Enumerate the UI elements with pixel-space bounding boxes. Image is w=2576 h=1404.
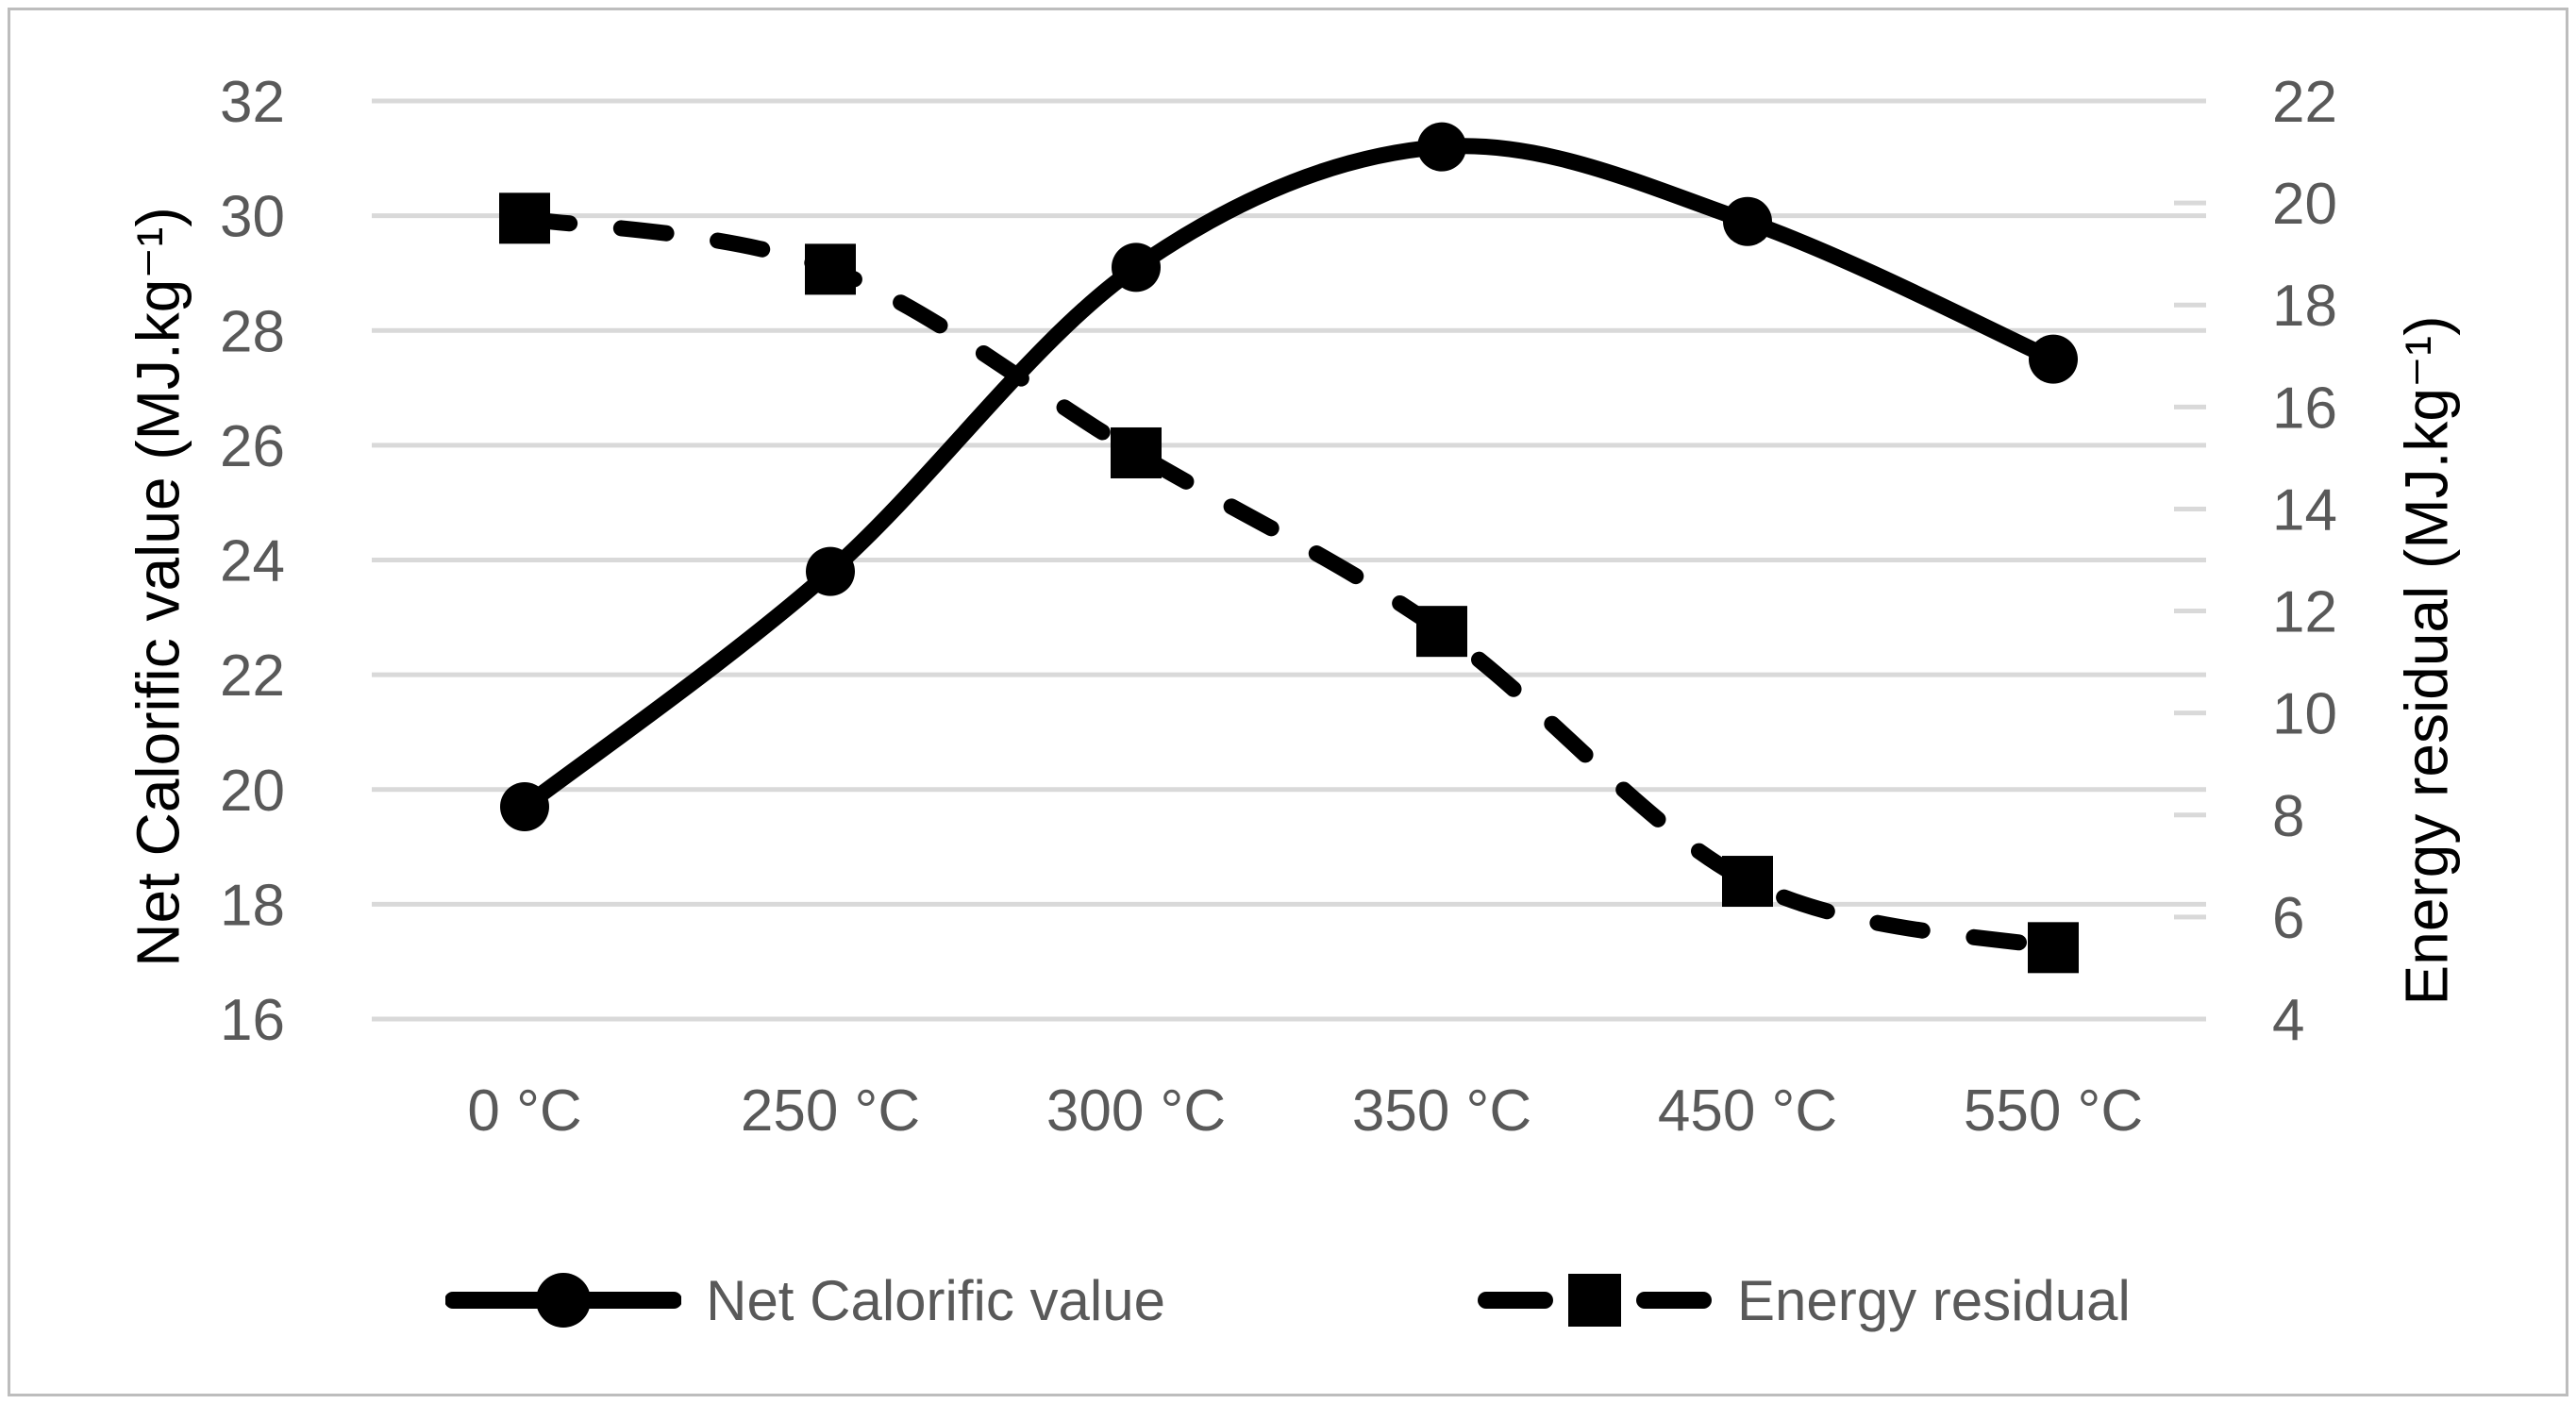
right-axis-tick-label: 12 <box>2272 580 2337 645</box>
right-axis-tick-label: 16 <box>2272 376 2337 441</box>
data-point-circle-marker <box>1417 122 1466 172</box>
legend-item-net-calorific-value: Net Calorific value <box>445 1251 1165 1349</box>
right-axis-tick-label: 20 <box>2272 172 2337 237</box>
x-axis-label: 550 °C <box>1964 1078 2143 1144</box>
solid-line-circle-marker-icon <box>445 1273 682 1328</box>
right-axis-tick-label: 6 <box>2272 886 2304 951</box>
left-axis-tick-label: 16 <box>220 988 285 1053</box>
left-axis-title: Net Calorific value (MJ.kg⁻¹) <box>124 207 192 967</box>
x-axis-label: 250 °C <box>741 1078 920 1144</box>
right-axis-tick-label: 14 <box>2272 477 2337 543</box>
x-axis-label: 0 °C <box>467 1078 581 1144</box>
data-point-square-marker <box>1722 856 1773 908</box>
legend-label: Net Calorific value <box>706 1268 1165 1332</box>
left-axis-tick-label: 32 <box>220 70 285 135</box>
legend: Net Calorific value Energy residual <box>0 1244 2576 1357</box>
x-axis-label: 450 °C <box>1658 1078 1837 1144</box>
data-point-square-marker <box>1416 606 1467 658</box>
right-axis-tick-label: 8 <box>2272 784 2304 849</box>
x-axis-label: 300 °C <box>1046 1078 1226 1144</box>
left-axis-tick-label: 24 <box>220 529 285 594</box>
right-axis-title: Energy residual (MJ.kg⁻¹) <box>2392 315 2461 1006</box>
data-point-square-marker <box>1111 426 1162 478</box>
data-point-square-marker <box>499 192 550 244</box>
x-axis-label: 350 °C <box>1352 1078 1531 1144</box>
left-axis-tick-label: 22 <box>220 644 285 709</box>
left-axis-tick-label: 26 <box>220 414 285 479</box>
right-axis-tick-label: 4 <box>2272 988 2304 1053</box>
data-point-square-marker <box>2028 922 2079 974</box>
left-axis-tick-label: 30 <box>220 185 285 250</box>
data-point-circle-marker <box>1723 196 1772 246</box>
left-axis-tick-label: 18 <box>220 873 285 938</box>
dashed-line-square-marker-icon <box>1477 1274 1712 1327</box>
left-axis-tick-label: 28 <box>220 299 285 364</box>
data-point-square-marker <box>805 243 856 295</box>
right-axis-tick-label: 22 <box>2272 70 2337 135</box>
data-point-circle-marker <box>806 546 855 596</box>
legend-item-energy-residual: Energy residual <box>1477 1251 2131 1349</box>
data-point-circle-marker <box>1112 242 1161 292</box>
left-axis-tick-label: 20 <box>220 759 285 824</box>
series-line-net-calorific-value <box>516 138 2062 815</box>
series-line-energy-residual <box>516 209 2062 956</box>
right-axis-tick-label: 18 <box>2272 274 2337 339</box>
data-point-circle-marker <box>2029 334 2078 384</box>
legend-label: Energy residual <box>1736 1268 2131 1332</box>
data-point-circle-marker <box>500 781 549 831</box>
right-axis-tick-label: 10 <box>2272 682 2337 747</box>
